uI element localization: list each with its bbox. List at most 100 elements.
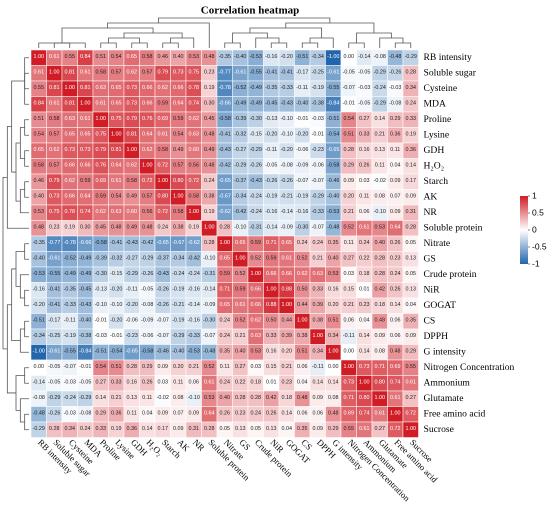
cell-value-label: -0.14 <box>33 379 45 385</box>
cell-value-label: 0.61 <box>80 69 91 75</box>
top-dendrogram-branch <box>38 42 86 48</box>
cell-value-label: -0.26 <box>389 69 401 75</box>
cell-value-label: 0.00 <box>344 348 355 354</box>
cell-value-label: 1.00 <box>235 255 246 261</box>
cell-value-label: -0.27 <box>234 147 246 153</box>
cell-value-label: -0.55 <box>250 69 262 75</box>
cell-value-label: -0.05 <box>48 364 60 370</box>
cell-value-label: -0.49 <box>250 100 262 106</box>
cell-value-label: -0.29 <box>141 255 153 261</box>
cell-value-label: 0.14 <box>313 379 324 385</box>
colorbar-tick-label: -0.5 <box>532 241 547 251</box>
cell-value-label: 0.61 <box>359 224 370 230</box>
cell-value-label: -0.48 <box>389 54 401 60</box>
cell-value-label: -0.08 <box>79 410 91 416</box>
cell-value-label: 0.64 <box>204 410 215 416</box>
cell-value-label: 1.00 <box>344 364 355 370</box>
cell-value-label: -0.14 <box>265 224 277 230</box>
cell-value-label: 0.04 <box>390 162 401 168</box>
cell-value-label: 0.48 <box>111 224 122 230</box>
cell-value-label: 0.81 <box>111 147 122 153</box>
row-label: MDA <box>424 98 446 109</box>
cell-value-label: 0.28 <box>204 240 215 246</box>
cell-value-label: 0.55 <box>34 85 45 91</box>
cell-value-label: -0.65 <box>157 240 169 246</box>
cell-value-label: 0.05 <box>406 271 417 277</box>
cell-value-label: -0.16 <box>188 317 200 323</box>
cell-value-label: -1.00 <box>33 348 45 354</box>
cell-value-label: 0.36 <box>390 131 401 137</box>
cell-value-label: 0.40 <box>375 240 386 246</box>
cell-value-label: -0.05 <box>141 286 153 292</box>
cell-value-label: 0.21 <box>344 302 355 308</box>
cell-value-label: 0.63 <box>111 209 122 215</box>
cell-value-label: 0.09 <box>390 209 401 215</box>
cell-value-label: 0.24 <box>297 240 308 246</box>
cell-value-label: 0.08 <box>375 193 386 199</box>
cell-value-label: 0.61 <box>34 69 45 75</box>
row-label: GS <box>424 253 436 264</box>
cell-value-label: -0.19 <box>312 85 324 91</box>
cell-value-label: 1.00 <box>80 100 91 106</box>
cell-value-label: -0.48 <box>33 410 45 416</box>
cell-value-label: 1.00 <box>204 224 215 230</box>
row-label: CS <box>424 315 436 326</box>
row-label: GDH <box>424 145 445 156</box>
cell-value-label: -0.49 <box>250 85 262 91</box>
cell-value-label: 0.48 <box>204 54 215 60</box>
cell-value-label: -0.01 <box>296 116 308 122</box>
cell-value-label: 0.21 <box>313 255 324 261</box>
cell-value-label: 0.59 <box>266 255 277 261</box>
cell-value-label: 0.54 <box>34 131 45 137</box>
cell-value-label: 0.81 <box>49 85 60 91</box>
cell-value-label: 0.26 <box>142 379 153 385</box>
cell-value-label: -0.61 <box>48 348 60 354</box>
cell-value-label: -0.58 <box>95 240 107 246</box>
cell-value-label: 0.40 <box>220 395 231 401</box>
row-label: NiR <box>424 284 441 295</box>
cell-value-label: 0.33 <box>359 131 370 137</box>
cell-value-label: 0.66 <box>251 286 262 292</box>
cell-value-label: 0.24 <box>251 410 262 416</box>
cell-value-label: -0.78 <box>219 85 231 91</box>
cell-value-label: 0.09 <box>344 178 355 184</box>
cell-value-label: 0.72 <box>158 209 169 215</box>
cell-value-label: 0.58 <box>34 162 45 168</box>
row-label: Lysine <box>424 129 450 140</box>
cell-value-label: 0.63 <box>189 131 200 137</box>
row-label: RB intensity <box>424 52 472 63</box>
cell-value-label: -0.08 <box>374 54 386 60</box>
cell-value-label: -0.35 <box>219 54 231 60</box>
cell-value-label: -0.19 <box>265 193 277 199</box>
cell-value-label: -0.77 <box>219 69 231 75</box>
cell-value-label: -0.01 <box>79 364 91 370</box>
cell-value-label: 0.40 <box>235 348 246 354</box>
cell-value-label: -0.35 <box>265 85 277 91</box>
cell-value-label: -0.16 <box>188 286 200 292</box>
cell-value-label: -0.53 <box>33 271 45 277</box>
cell-value-label: -0.29 <box>79 395 91 401</box>
cell-value-label: 1.00 <box>189 209 200 215</box>
cell-value-label: -0.08 <box>33 395 45 401</box>
cell-value-label: 0.71 <box>375 364 386 370</box>
cell-value-label: 0.57 <box>49 162 60 168</box>
cell-value-label: -0.37 <box>157 255 169 261</box>
cell-value-label: -0.41 <box>281 69 293 75</box>
cell-value-label: 0.73 <box>127 100 138 106</box>
cell-value-label: -0.07 <box>157 317 169 323</box>
cell-value-label: 0.24 <box>220 333 231 339</box>
cell-value-label: 0.49 <box>127 193 138 199</box>
cell-value-label: -0.29 <box>172 333 184 339</box>
cell-value-label: 1.00 <box>266 286 277 292</box>
cell-value-label: 0.24 <box>204 178 215 184</box>
cell-value-label: -0.24 <box>172 271 184 277</box>
cell-value-label: 0.61 <box>49 54 60 60</box>
cell-value-label: -0.19 <box>172 317 184 323</box>
cell-value-label: -0.07 <box>296 178 308 184</box>
cell-value-label: 0.40 <box>34 193 45 199</box>
cell-value-label: 0.33 <box>266 333 277 339</box>
cell-value-label: 0.34 <box>328 333 339 339</box>
cell-value-label: 0.29 <box>96 410 107 416</box>
cell-value-label: 0.11 <box>173 379 183 385</box>
cell-value-label: -0.07 <box>343 85 355 91</box>
